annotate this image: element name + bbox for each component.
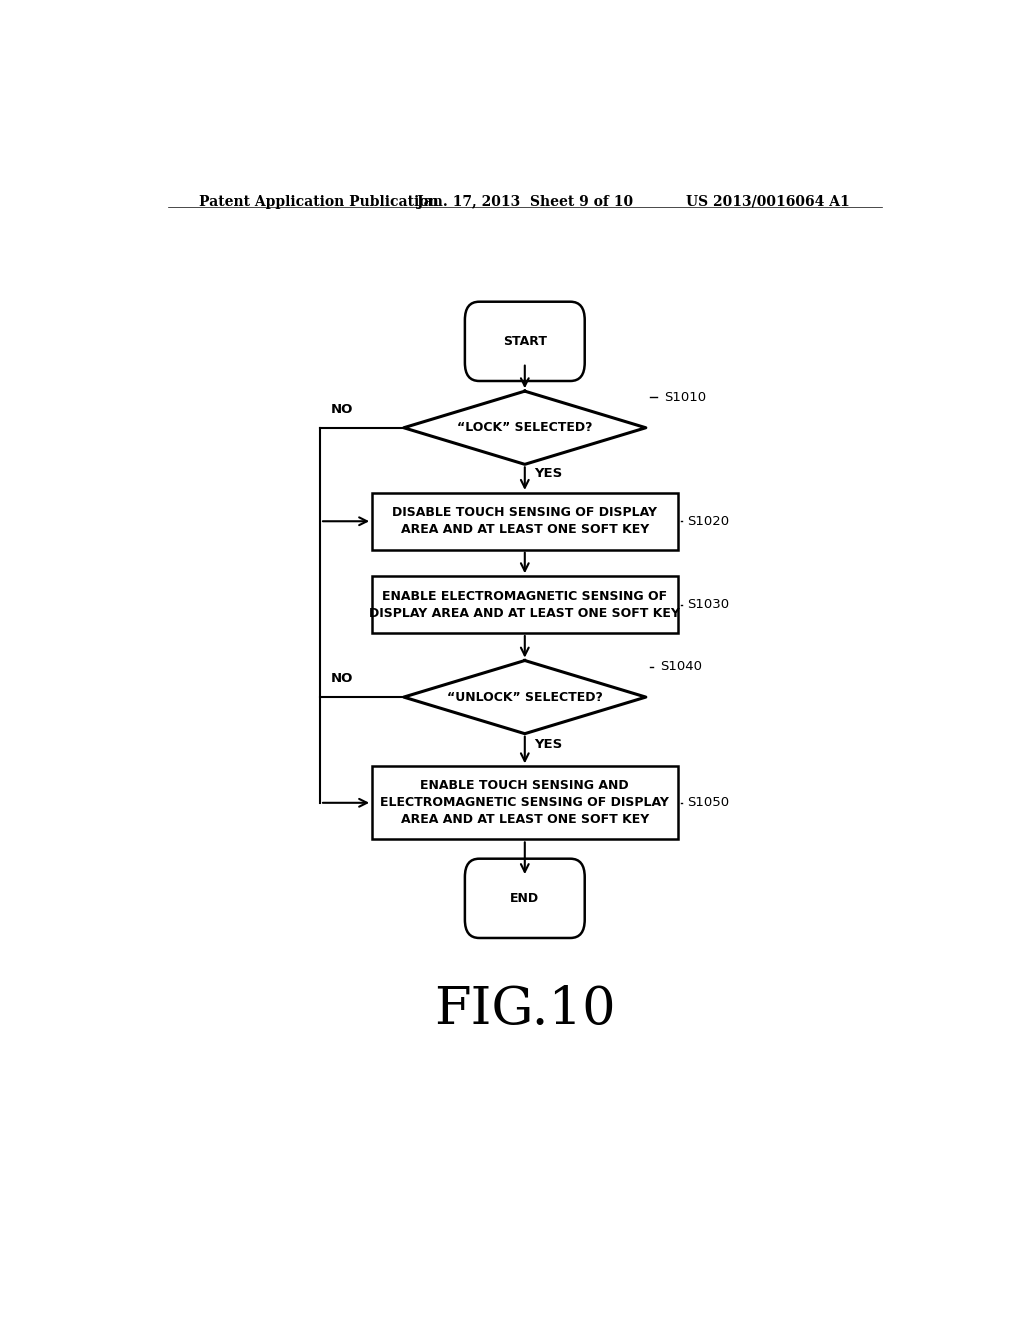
- Text: S1040: S1040: [659, 660, 701, 673]
- Text: START: START: [503, 335, 547, 348]
- Bar: [372, 766, 678, 840]
- Text: US 2013/0016064 A1: US 2013/0016064 A1: [686, 195, 850, 209]
- Text: ENABLE ELECTROMAGNETIC SENSING OF
DISPLAY AREA AND AT LEAST ONE SOFT KEY: ENABLE ELECTROMAGNETIC SENSING OF DISPLA…: [370, 590, 680, 619]
- Text: NO: NO: [331, 403, 353, 416]
- Bar: [372, 492, 678, 549]
- Text: S1050: S1050: [687, 796, 730, 809]
- Text: S1030: S1030: [687, 598, 730, 611]
- Text: ENABLE TOUCH SENSING AND
ELECTROMAGNETIC SENSING OF DISPLAY
AREA AND AT LEAST ON: ENABLE TOUCH SENSING AND ELECTROMAGNETIC…: [380, 779, 670, 826]
- Text: S1020: S1020: [687, 515, 730, 528]
- Text: FIG.10: FIG.10: [434, 983, 615, 1035]
- Text: “LOCK” SELECTED?: “LOCK” SELECTED?: [457, 421, 593, 434]
- Text: “UNLOCK” SELECTED?: “UNLOCK” SELECTED?: [446, 690, 603, 704]
- FancyBboxPatch shape: [465, 302, 585, 381]
- Text: S1010: S1010: [664, 391, 706, 404]
- Bar: [372, 576, 678, 634]
- FancyBboxPatch shape: [465, 859, 585, 939]
- Text: Jan. 17, 2013  Sheet 9 of 10: Jan. 17, 2013 Sheet 9 of 10: [417, 195, 633, 209]
- Text: YES: YES: [535, 467, 562, 480]
- Text: NO: NO: [331, 672, 353, 685]
- Text: Patent Application Publication: Patent Application Publication: [200, 195, 439, 209]
- Text: YES: YES: [535, 738, 562, 751]
- Text: END: END: [510, 892, 540, 904]
- Text: DISABLE TOUCH SENSING OF DISPLAY
AREA AND AT LEAST ONE SOFT KEY: DISABLE TOUCH SENSING OF DISPLAY AREA AN…: [392, 507, 657, 536]
